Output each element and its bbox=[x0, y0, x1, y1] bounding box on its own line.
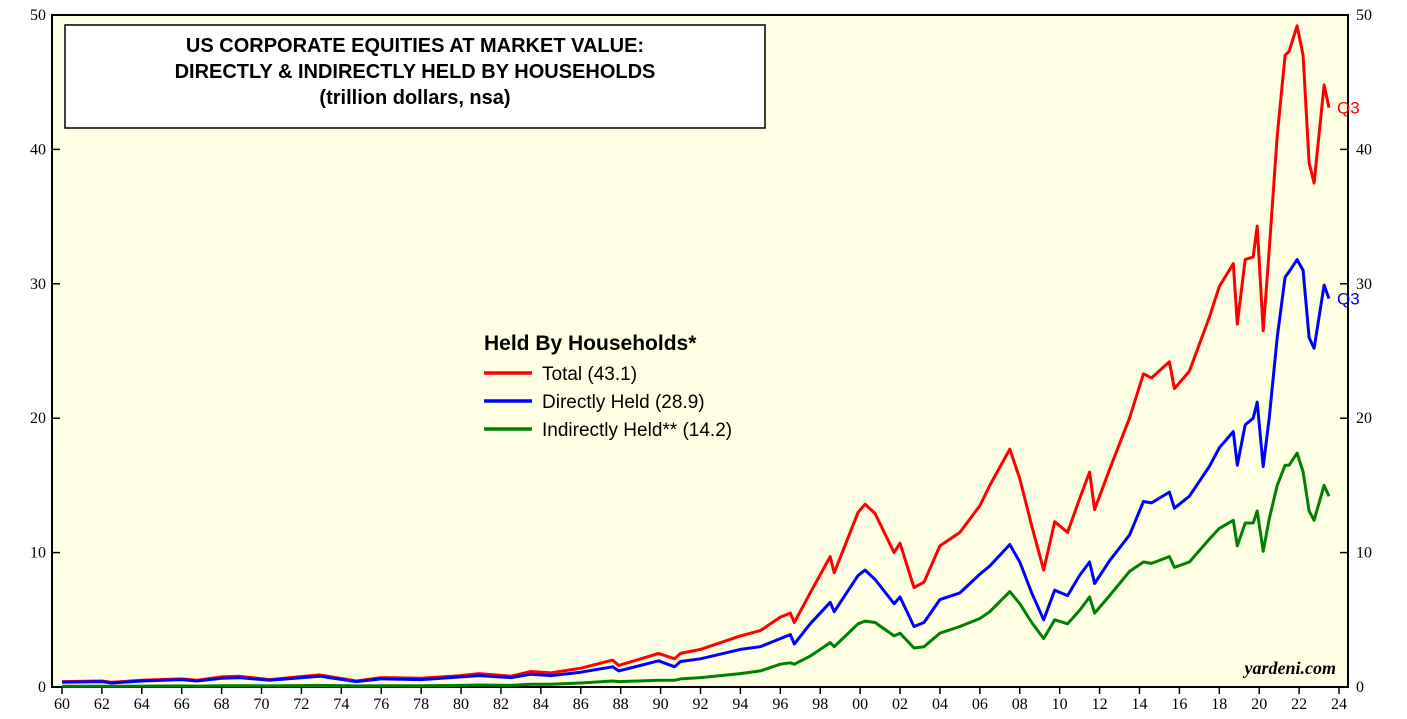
y-tick-label: 50 bbox=[30, 7, 46, 24]
y2-tick-label: 40 bbox=[1356, 141, 1372, 158]
x-tick-label: 62 bbox=[94, 696, 110, 713]
x-tick-label: 86 bbox=[573, 696, 589, 713]
legend-label: Directly Held (28.9) bbox=[542, 392, 705, 413]
x-tick-label: 00 bbox=[852, 696, 868, 713]
source: yardeni.com bbox=[1243, 658, 1337, 678]
x-tick-label: 68 bbox=[214, 696, 230, 713]
chart-subtitle: (trillion dollars, nsa) bbox=[319, 87, 510, 109]
series-line bbox=[61, 258, 1331, 685]
x-tick-label: 08 bbox=[1012, 696, 1028, 713]
x-tick-label: 76 bbox=[373, 696, 389, 713]
y2-tick-label: 20 bbox=[1356, 410, 1372, 427]
chart-title: DIRECTLY & INDIRECTLY HELD BY HOUSEHOLDS bbox=[175, 61, 656, 83]
x-tick-label: 70 bbox=[254, 696, 270, 713]
x-tick-label: 72 bbox=[293, 696, 309, 713]
x-tick-label: 02 bbox=[892, 696, 908, 713]
x-tick-label: 14 bbox=[1131, 696, 1147, 713]
x-tick-label: 74 bbox=[333, 696, 349, 713]
series-line bbox=[62, 451, 1331, 688]
y2-tick-label: 10 bbox=[1356, 545, 1372, 562]
legend-label: Total (43.1) bbox=[542, 364, 637, 385]
y2-tick-label: 30 bbox=[1356, 276, 1372, 293]
x-tick-label: 16 bbox=[1171, 696, 1187, 713]
x-tick-label: 06 bbox=[972, 696, 988, 713]
x-tick-label: 82 bbox=[493, 696, 509, 713]
x-tick-label: 12 bbox=[1092, 696, 1108, 713]
x-tick-label: 24 bbox=[1331, 696, 1347, 713]
x-tick-label: 22 bbox=[1291, 696, 1307, 713]
x-tick-label: 90 bbox=[653, 696, 669, 713]
x-tick-label: 64 bbox=[134, 696, 150, 713]
chart-title: US CORPORATE EQUITIES AT MARKET VALUE: bbox=[186, 35, 644, 57]
x-tick-label: 10 bbox=[1052, 696, 1068, 713]
legend-title: Held By Households* bbox=[484, 332, 697, 355]
x-tick-label: 98 bbox=[812, 696, 828, 713]
x-tick-label: 80 bbox=[453, 696, 469, 713]
end-label: Q3 bbox=[1337, 99, 1360, 118]
x-tick-label: 96 bbox=[772, 696, 788, 713]
x-tick-label: 78 bbox=[413, 696, 429, 713]
x-tick-label: 20 bbox=[1251, 696, 1267, 713]
x-tick-label: 84 bbox=[533, 696, 549, 713]
end-label: Q3 bbox=[1337, 290, 1360, 309]
y-tick-label: 30 bbox=[30, 276, 46, 293]
x-tick-label: 94 bbox=[732, 696, 748, 713]
legend-label: Indirectly Held** (14.2) bbox=[542, 420, 732, 441]
y-tick-label: 20 bbox=[30, 410, 46, 427]
y-tick-label: 40 bbox=[30, 141, 46, 158]
x-tick-label: 18 bbox=[1211, 696, 1227, 713]
x-tick-label: 60 bbox=[54, 696, 70, 713]
y-tick-label: 0 bbox=[38, 679, 46, 696]
x-tick-label: 04 bbox=[932, 696, 948, 713]
x-tick-label: 92 bbox=[692, 696, 708, 713]
y2-tick-label: 50 bbox=[1356, 7, 1372, 24]
x-tick-label: 66 bbox=[174, 696, 190, 713]
title-box bbox=[64, 24, 766, 129]
y-tick-label: 10 bbox=[30, 545, 46, 562]
y2-tick-label: 0 bbox=[1356, 679, 1364, 696]
x-tick-label: 88 bbox=[613, 696, 629, 713]
